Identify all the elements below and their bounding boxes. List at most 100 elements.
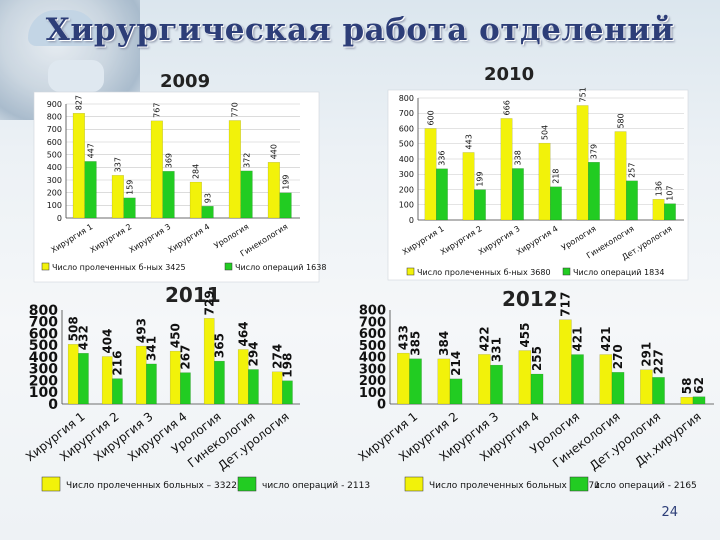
bar-patients — [135, 345, 147, 405]
data-label: 159 — [125, 180, 134, 195]
data-label: 218 — [552, 168, 561, 183]
data-label: 93 — [203, 193, 212, 203]
chart-title: 2010 — [484, 64, 534, 85]
y-tick-label: 100 — [399, 201, 414, 210]
bar-patients — [599, 354, 613, 405]
bar-patients — [203, 318, 215, 405]
bar-patients — [72, 113, 85, 219]
data-label: 464 — [236, 321, 250, 346]
data-label: 365 — [213, 333, 227, 358]
y-tick-label: 700 — [29, 315, 58, 331]
bar-operations — [282, 380, 293, 405]
bar-operations — [664, 203, 676, 221]
y-tick-label: 800 — [29, 303, 58, 319]
y-tick-label: 800 — [399, 94, 414, 103]
y-tick-label: 0 — [48, 397, 58, 413]
bar-patients — [614, 131, 627, 221]
bar-operations — [652, 377, 665, 405]
data-label: 369 — [164, 153, 173, 168]
legend-swatch — [41, 476, 61, 492]
legend-swatch — [237, 476, 257, 492]
data-label: 216 — [111, 351, 125, 376]
bar-operations — [550, 186, 562, 221]
y-tick-label: 500 — [29, 338, 58, 354]
bar-patients — [576, 105, 589, 221]
bar-operations — [146, 363, 157, 405]
legend-label: Число пролеченных больных – 3171 — [429, 481, 600, 491]
bar-patients — [67, 344, 79, 405]
bar-operations — [611, 372, 625, 405]
bar-operations — [490, 364, 503, 405]
bar-patients — [189, 181, 202, 219]
bar-patients — [424, 128, 437, 221]
y-tick-label: 800 — [359, 304, 386, 319]
legend-label: Число пролеченных б-ных 3425 — [52, 263, 186, 272]
data-label: 379 — [590, 144, 599, 159]
y-tick-label: 700 — [47, 125, 62, 134]
bar-operations — [588, 162, 600, 221]
data-label: 257 — [628, 163, 637, 178]
data-label: 274 — [270, 344, 284, 369]
bar-patients — [652, 199, 665, 221]
y-tick-label: 200 — [29, 373, 58, 389]
bar-operations — [78, 353, 89, 405]
data-label: 284 — [192, 164, 201, 179]
y-tick-label: 500 — [359, 339, 386, 354]
bar-patients — [237, 349, 249, 405]
y-tick-label: 400 — [399, 155, 414, 164]
data-label: 404 — [100, 328, 114, 353]
bar-patients — [150, 120, 163, 219]
data-label: 767 — [153, 103, 162, 118]
data-label: 433 — [397, 325, 411, 350]
bar-operations — [530, 373, 544, 405]
data-label: 580 — [616, 113, 625, 128]
bar-patients — [500, 118, 513, 221]
y-tick-label: 100 — [29, 385, 58, 401]
surgical-mask — [48, 60, 104, 92]
data-label: 508 — [66, 316, 80, 341]
bar-operations — [201, 206, 214, 219]
data-label: 341 — [145, 336, 159, 361]
data-label: 827 — [75, 95, 84, 110]
data-label: 717 — [559, 292, 573, 317]
y-tick-label: 300 — [359, 362, 386, 377]
y-tick-label: 900 — [47, 100, 62, 109]
y-tick-label: 400 — [47, 163, 62, 172]
y-tick-label: 0 — [57, 214, 62, 223]
bar-operations — [474, 189, 486, 221]
data-label: 336 — [438, 150, 447, 165]
legend-swatch — [404, 476, 424, 492]
data-label: 447 — [86, 143, 95, 158]
data-label: 338 — [514, 150, 523, 165]
legend-swatch — [406, 267, 415, 276]
data-label: 770 — [231, 102, 240, 117]
y-tick-label: 400 — [359, 351, 386, 366]
bar-operations — [449, 378, 463, 405]
data-label: 372 — [242, 153, 251, 168]
y-tick-label: 200 — [359, 374, 386, 389]
bar-operations — [436, 168, 448, 221]
slide-title: Хирургическая работа отделений — [45, 12, 675, 48]
chart-2012: 20120100200300400500600700800433385Хирур… — [356, 287, 714, 492]
data-label: 337 — [114, 157, 123, 172]
bar-patients — [478, 354, 491, 405]
chart-title: 2009 — [160, 71, 210, 92]
data-label: 504 — [540, 125, 549, 140]
chart-title: 2012 — [502, 287, 558, 311]
bar-operations — [180, 372, 191, 405]
y-tick-label: 600 — [47, 138, 62, 147]
y-tick-label: 400 — [29, 350, 58, 366]
y-tick-label: 600 — [399, 124, 414, 133]
bar-operations — [162, 171, 175, 219]
page-number: 24 — [661, 505, 678, 520]
y-tick-label: 600 — [29, 326, 58, 342]
legend-label: число операций - 2113 — [262, 481, 370, 491]
data-label: 384 — [437, 331, 451, 356]
y-tick-label: 500 — [399, 140, 414, 149]
data-label: 198 — [281, 353, 295, 378]
data-label: 666 — [502, 100, 511, 115]
bar-patients — [640, 369, 653, 405]
bar-operations — [240, 170, 253, 219]
y-tick-label: 100 — [47, 201, 62, 210]
